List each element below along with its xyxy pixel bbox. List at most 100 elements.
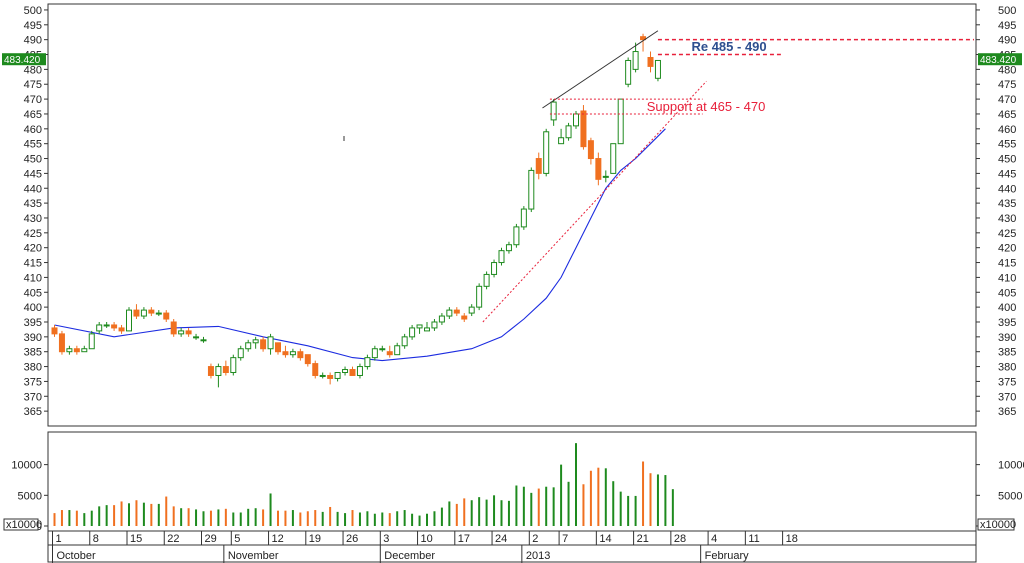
candle-down bbox=[587, 140, 594, 160]
candle-up bbox=[654, 59, 661, 79]
volume-multiplier-box-left bbox=[3, 518, 39, 531]
candle-down bbox=[647, 56, 654, 67]
date-tick-label: 10 bbox=[421, 533, 433, 545]
price-tick-label-left: 395 bbox=[24, 317, 42, 329]
date-tick-label: 21 bbox=[637, 533, 649, 545]
price-tick-label-right: 460 bbox=[998, 124, 1016, 136]
candle-up bbox=[394, 345, 401, 356]
candle-down bbox=[51, 327, 58, 335]
date-tick-label: 3 bbox=[383, 533, 389, 545]
price-tick-label-right: 390 bbox=[998, 332, 1016, 344]
month-label: 2013 bbox=[526, 550, 550, 562]
date-tick-label: 4 bbox=[711, 533, 717, 545]
volume-tick-label-left: 5000 bbox=[18, 490, 42, 502]
candle-down bbox=[595, 158, 602, 180]
price-tick-label-left: 405 bbox=[24, 287, 42, 299]
month-label: October bbox=[57, 550, 96, 562]
candle-up bbox=[543, 131, 550, 174]
candle-down bbox=[207, 366, 214, 376]
candle-up bbox=[476, 285, 483, 308]
candle-up bbox=[252, 339, 259, 344]
candle-up bbox=[565, 125, 572, 139]
candle-down bbox=[349, 369, 356, 376]
price-tick-label-left: 385 bbox=[24, 347, 42, 359]
price-tick-label-right: 410 bbox=[998, 272, 1016, 284]
candle-up bbox=[126, 309, 132, 332]
price-tick-label-left: 475 bbox=[24, 79, 42, 91]
candle-up bbox=[431, 321, 438, 329]
candle-up bbox=[401, 336, 408, 347]
candle-up bbox=[96, 324, 103, 332]
price-tick-label-right: 405 bbox=[998, 287, 1016, 299]
price-tick-label-right: 445 bbox=[998, 168, 1016, 180]
candle-down bbox=[111, 324, 118, 329]
date-tick-label: 22 bbox=[167, 533, 179, 545]
candle-up bbox=[528, 169, 535, 210]
price-tick-label-right: 490 bbox=[998, 35, 1016, 47]
date-tick-label: 7 bbox=[562, 533, 568, 545]
candle-down bbox=[58, 333, 65, 353]
current-price-label-right: 483.420 bbox=[980, 55, 1017, 66]
candle-up bbox=[356, 366, 363, 376]
moving-average-line bbox=[54, 128, 666, 362]
date-tick-label: 2 bbox=[532, 533, 538, 545]
price-tick-label-left: 500 bbox=[24, 5, 42, 17]
price-tick-label-right: 475 bbox=[998, 79, 1016, 91]
date-axis-frame bbox=[47, 530, 977, 563]
date-tick-label: 17 bbox=[458, 533, 470, 545]
upper-trendline bbox=[542, 30, 659, 109]
price-tick-label-right: 440 bbox=[998, 183, 1016, 195]
date-tick-label: 18 bbox=[786, 533, 798, 545]
candle-down bbox=[185, 330, 192, 335]
candle-up bbox=[550, 101, 557, 121]
price-tick-label-right: 480 bbox=[998, 64, 1016, 76]
price-tick-label-right: 400 bbox=[998, 302, 1016, 314]
price-tick-label-left: 380 bbox=[24, 362, 42, 374]
price-tick-label-left: 440 bbox=[24, 183, 42, 195]
candle-down bbox=[260, 339, 267, 350]
current-price-tag-right bbox=[978, 53, 1022, 66]
date-tick-label: 26 bbox=[346, 533, 358, 545]
candle-up bbox=[617, 98, 624, 145]
candle-up bbox=[237, 348, 244, 359]
price-tick-label-left: 460 bbox=[24, 124, 42, 136]
date-tick-label: 1 bbox=[56, 533, 62, 545]
price-tick-label-left: 465 bbox=[24, 109, 42, 121]
price-tick-label-right: 455 bbox=[998, 139, 1016, 151]
price-tick-label-left: 450 bbox=[24, 154, 42, 166]
candle-up bbox=[215, 366, 222, 376]
price-tick-label-left: 375 bbox=[24, 376, 42, 388]
lower-trendline bbox=[482, 80, 707, 323]
candle-up bbox=[520, 208, 527, 228]
date-tick-label: 29 bbox=[205, 533, 217, 545]
candle-down bbox=[133, 309, 140, 317]
date-tick-label: 12 bbox=[272, 533, 284, 545]
price-tick-label-left: 445 bbox=[24, 168, 42, 180]
candle-up bbox=[409, 327, 416, 338]
support-annotation: Support at 465 - 470 bbox=[647, 99, 766, 114]
price-tick-label-left: 425 bbox=[24, 228, 42, 240]
price-panel-frame bbox=[47, 3, 977, 427]
date-tick-label: 8 bbox=[93, 533, 99, 545]
price-tick-label-left: 400 bbox=[24, 302, 42, 314]
month-label: December bbox=[384, 550, 435, 562]
price-tick-label-left: 415 bbox=[24, 258, 42, 270]
candle-up bbox=[573, 113, 579, 127]
candle-down bbox=[304, 354, 311, 365]
candle-down bbox=[282, 351, 289, 356]
candle-up bbox=[364, 357, 371, 368]
candle-up bbox=[491, 262, 498, 275]
candle-up bbox=[424, 327, 430, 332]
date-tick-label: 14 bbox=[599, 533, 611, 545]
candle-up bbox=[498, 250, 505, 264]
price-tick-label-left: 455 bbox=[24, 139, 42, 151]
price-tick-label-left: 495 bbox=[24, 20, 42, 32]
candle-up bbox=[66, 348, 73, 353]
date-tick-label: 19 bbox=[309, 533, 321, 545]
candle-up bbox=[416, 324, 423, 329]
candle-up bbox=[371, 348, 378, 359]
volume-multiplier-box-right bbox=[977, 518, 1015, 531]
date-tick-label: 11 bbox=[748, 533, 759, 545]
price-tick-label-right: 370 bbox=[998, 391, 1016, 403]
price-tick-label-left: 410 bbox=[24, 272, 42, 284]
